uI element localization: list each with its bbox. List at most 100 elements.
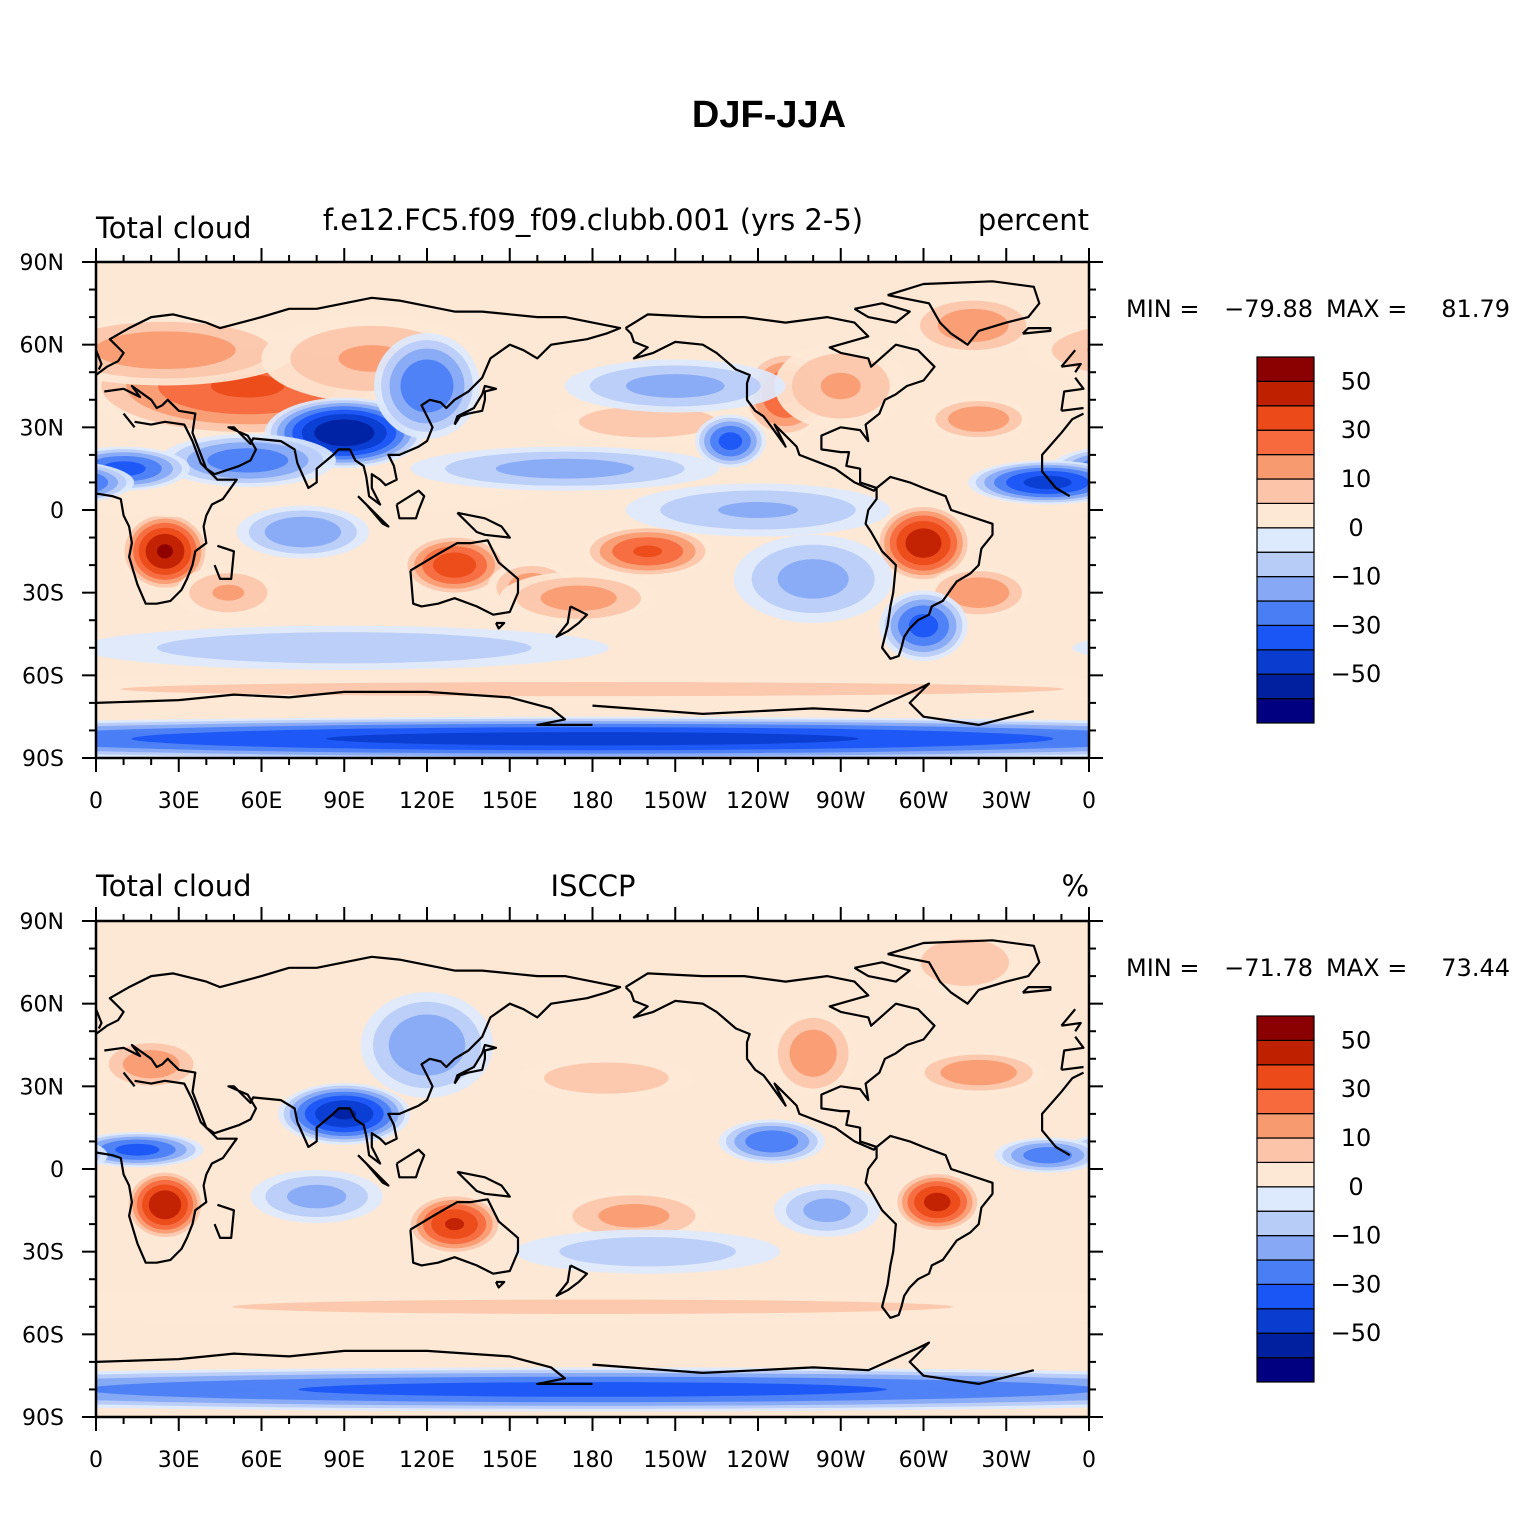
contour-band — [1130, 1180, 1186, 1230]
coastline-14 — [1022, 986, 1052, 994]
contour-band — [495, 458, 634, 479]
contour-band — [1072, 640, 1089, 656]
panel-center-title: ISCCP — [551, 869, 636, 903]
contour-band — [1142, 1190, 1174, 1219]
coastlines — [96, 939, 1085, 1385]
coastline-2 — [96, 296, 1085, 506]
anomaly-13 — [96, 1137, 1089, 1173]
contour-band — [96, 1386, 109, 1393]
coastline-10 — [456, 1170, 511, 1198]
contour-band — [1108, 1144, 1152, 1156]
contour-band — [400, 359, 454, 413]
max-label: MAX = — [1326, 295, 1407, 323]
contour-band — [1501, 573, 1538, 601]
contour-band — [432, 552, 477, 578]
coastline-6 — [495, 1280, 506, 1289]
contour-band — [948, 577, 1010, 608]
contour-band — [1319, 732, 1538, 745]
colorbar-label: −30 — [1331, 611, 1382, 639]
max-label: MAX = — [1326, 954, 1407, 982]
coastline-5 — [409, 1198, 520, 1275]
contour-band — [1102, 1043, 1187, 1085]
contour-band — [1509, 577, 1538, 619]
coastline-1 — [213, 1203, 235, 1239]
lat-tick-label: 90S — [22, 1406, 64, 1431]
contour-band — [1416, 1204, 1479, 1244]
lat-tick-label: 60S — [22, 664, 64, 689]
contour-band — [789, 1029, 837, 1077]
colorbar-label: 10 — [1341, 465, 1372, 493]
contour-band — [1325, 1108, 1349, 1119]
contour-band — [820, 372, 861, 400]
contour-band — [1492, 572, 1538, 625]
colorbar-swatch — [1256, 429, 1315, 456]
lon-tick-label: 90E — [323, 1448, 365, 1473]
anomaly-8 — [898, 927, 1032, 998]
coastline-0 — [96, 1071, 1084, 1264]
contour-band — [923, 1192, 951, 1212]
max-value: 73.44 — [1441, 954, 1510, 982]
colorbar-swatch — [1256, 1210, 1315, 1237]
lon-tick-label: 150W — [643, 789, 707, 814]
colorbar-swatch — [1256, 405, 1315, 431]
colorbar: −50 −30 −10 0 10 30 50 — [1256, 1015, 1381, 1383]
anomaly-14 — [250, 1170, 383, 1224]
lon-tick-label: 90W — [816, 789, 866, 814]
contour-band — [937, 308, 1009, 342]
colorbar-swatch — [1256, 1039, 1315, 1066]
anomaly-1 — [96, 314, 1089, 386]
colorbar: −50 −30 −10 0 10 30 50 — [1256, 356, 1382, 724]
contour-band — [1489, 459, 1538, 479]
contour-band — [1076, 1386, 1089, 1393]
coastline-8 — [357, 495, 390, 528]
colorbar-swatch — [1256, 649, 1315, 675]
panel-left-title: Total cloud — [95, 869, 251, 903]
contour-band — [232, 1299, 953, 1314]
contour-band — [115, 1143, 160, 1156]
contour-band — [1382, 1014, 1458, 1075]
panel-model: Total cloud f.e12.FC5.f09_f09.clubb.001 … — [20, 203, 1538, 814]
coastline-3 — [96, 349, 1082, 373]
colorbar-label: −10 — [1331, 563, 1382, 591]
contour-band — [1119, 348, 1362, 425]
contour-band — [1092, 1140, 1168, 1160]
colorbar-swatch — [1256, 1015, 1315, 1041]
contour-band — [388, 1014, 466, 1076]
contour-band — [559, 1236, 736, 1267]
lat-tick-label: 0 — [50, 499, 64, 524]
anomaly-6 — [518, 1056, 1538, 1101]
contour-band — [264, 516, 342, 548]
colorbar-swatch — [1256, 527, 1315, 553]
contour-band — [314, 419, 375, 447]
coastline-7 — [555, 605, 589, 638]
contour-band — [1126, 523, 1189, 580]
contour-band — [1410, 1200, 1486, 1248]
anomaly-30 — [96, 716, 1538, 758]
min-label: MIN = — [1126, 295, 1199, 323]
contour-band — [1051, 328, 1089, 372]
anomaly-13 — [925, 397, 1032, 442]
contour-band — [148, 1190, 182, 1220]
anomaly-10 — [360, 992, 1458, 1098]
lon-tick-label: 180 — [572, 789, 614, 814]
anomaly-18 — [96, 1289, 1089, 1325]
coastline-0 — [96, 412, 1084, 605]
lon-tick-label: 120E — [399, 789, 455, 814]
contour-band — [1374, 340, 1466, 432]
coastline-6 — [495, 621, 506, 630]
lat-tick-label: 30S — [22, 582, 64, 607]
contour-band — [157, 544, 173, 559]
anomaly-5 — [401, 534, 508, 596]
anomaly-20 — [374, 333, 1466, 439]
contour-band — [1511, 1056, 1538, 1100]
contour-band — [1424, 1209, 1471, 1239]
contour-band — [157, 632, 532, 664]
lon-tick-label: 60W — [899, 789, 949, 814]
colorbar-label: 30 — [1341, 416, 1372, 444]
colorbar-swatch — [1256, 1064, 1315, 1090]
colorbar-swatch — [1256, 478, 1315, 504]
anomaly-8 — [499, 571, 1538, 625]
contour-band — [777, 559, 849, 599]
lon-tick-label: 150E — [482, 789, 538, 814]
